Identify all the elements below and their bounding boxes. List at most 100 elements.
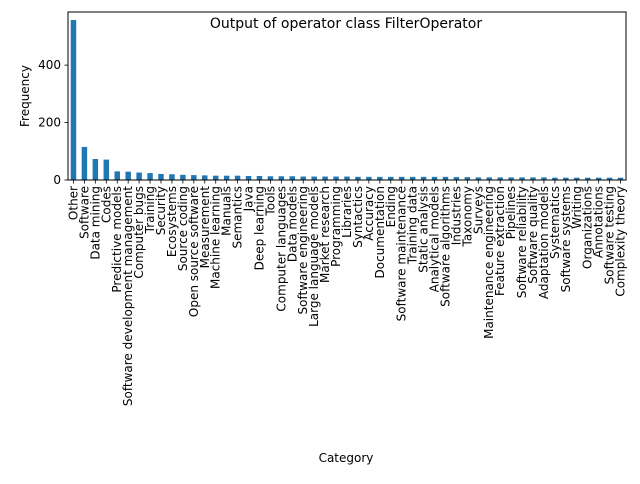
bar-industries (453, 177, 460, 180)
x-tick-label: Complexity theory (614, 186, 628, 297)
bar-adaptation-models (541, 177, 547, 180)
x-tick-label: Software systems (559, 186, 573, 292)
bar-other (70, 20, 77, 180)
y-axis: 0 200 400 (38, 58, 68, 187)
bar-ecosystems (169, 174, 175, 180)
x-tick-label: Software reliability (515, 186, 529, 298)
bar-data-models (289, 176, 296, 180)
x-tick-label: Taxonomy (460, 186, 474, 248)
x-tick-label: Source coding (176, 186, 190, 271)
x-tick-label: Machine learning (209, 186, 223, 289)
bar-open-source-software (191, 175, 197, 180)
bar-software-maintenance (398, 176, 405, 180)
bar-software-algorithms (442, 176, 449, 180)
x-tick-label: Feature extraction (493, 186, 507, 296)
bar-computer-bugs (136, 172, 142, 180)
y-axis-label: Frequency (18, 65, 32, 127)
x-tick-label: Programming (329, 186, 343, 267)
bar-software-testing (606, 177, 613, 180)
x-tick-label: Data models (285, 186, 299, 262)
bar-training (147, 173, 153, 180)
bar-measurement (202, 175, 208, 180)
bar-market-research (322, 176, 328, 180)
bar-software (81, 146, 88, 180)
bar-software-quality (530, 177, 536, 180)
bar-software-development-management (125, 171, 131, 180)
x-tick-label: Java (242, 186, 256, 212)
bar-annotations (595, 177, 602, 180)
x-tick-label: Data mining (88, 186, 102, 260)
x-tick-label: Deep learning (252, 186, 266, 270)
bar-data-mining (92, 159, 99, 180)
y-tick-label: 0 (53, 173, 61, 187)
x-tick-label: Systematics (548, 186, 562, 259)
bars-group (70, 20, 624, 180)
x-tick-label: Computer bugs (132, 186, 146, 279)
x-tick-label: Security (154, 186, 168, 235)
x-tick-label: Software engineering (296, 186, 310, 315)
x-tick-label: Ending (384, 186, 398, 227)
bar-predictive-models (114, 171, 120, 180)
bar-ending (388, 176, 394, 180)
bar-feature-extraction (497, 177, 503, 180)
bar-programming (333, 176, 339, 180)
x-tick-label: Training (143, 186, 157, 234)
x-tick-label: Surveys (471, 186, 485, 234)
bar-computer-languages (278, 176, 285, 180)
x-tick-label: Codes (99, 186, 113, 223)
bar-accuracy (366, 176, 372, 180)
x-tick-label: Software quality (526, 186, 540, 284)
x-tick-label: Measurement (198, 186, 212, 269)
x-tick-label: Syntactics (351, 186, 365, 248)
bar-deep-learning (256, 175, 263, 180)
x-tick-label: Libraries (340, 186, 354, 238)
bar-semantics (234, 175, 241, 180)
x-tick-label: Software (77, 186, 91, 239)
x-tick-label: Training data (406, 186, 420, 265)
bar-security (158, 173, 164, 180)
x-tick-label: Adaptation models (537, 186, 551, 299)
x-tick-label: Pipelines (504, 186, 518, 239)
x-tick-label: Maintenance engineering (482, 186, 496, 339)
x-tick-label: Documentation (373, 186, 387, 279)
x-tick-label: Writing (570, 186, 584, 229)
bar-libraries (344, 176, 350, 180)
x-tick-label: Semantics (231, 186, 245, 249)
bar-software-engineering (300, 176, 306, 180)
bar-training-data (409, 176, 416, 180)
x-tick-label: Software testing (603, 186, 617, 284)
x-axis-label: Category (319, 451, 374, 465)
x-tick-label: Computer languages (274, 186, 288, 312)
x-tick-label: Large language models (307, 186, 321, 327)
x-tick-label: Predictive models (110, 186, 124, 293)
bar-syntactics (355, 176, 361, 180)
bar-pipelines (508, 177, 514, 180)
bar-taxonomy (464, 177, 471, 180)
bar-codes (103, 159, 110, 180)
x-tick-label: Software development management (121, 186, 135, 406)
bar-large-language-models (311, 176, 317, 180)
x-tick-label: Static analysis (417, 186, 431, 273)
x-tick-label: Analytical models (428, 186, 442, 292)
chart-title: Output of operator class FilterOperator (210, 16, 482, 32)
bar-systematics (552, 177, 558, 180)
plot-frame (67, 11, 627, 181)
bar-writing (574, 177, 580, 180)
bar-manuals (223, 175, 230, 180)
x-tick-label: Organizations (581, 186, 595, 269)
x-tick-label: Software algorithms (438, 186, 452, 307)
x-tick-label: Market research (318, 186, 332, 283)
x-tick-label: Manuals (220, 186, 234, 236)
bar-documentation (377, 176, 383, 180)
bar-maintenance-engineering (486, 177, 492, 180)
x-tick-label: Software maintenance (395, 186, 409, 321)
bar-java (245, 175, 252, 180)
x-tick-label: Annotations (592, 186, 606, 258)
x-tick-label: Ecosystems (165, 186, 179, 257)
bar-source-coding (180, 174, 186, 180)
bar-complexity-theory (617, 177, 624, 180)
x-tick-label: Other (66, 186, 80, 220)
x-tick-label: Industries (449, 186, 463, 245)
